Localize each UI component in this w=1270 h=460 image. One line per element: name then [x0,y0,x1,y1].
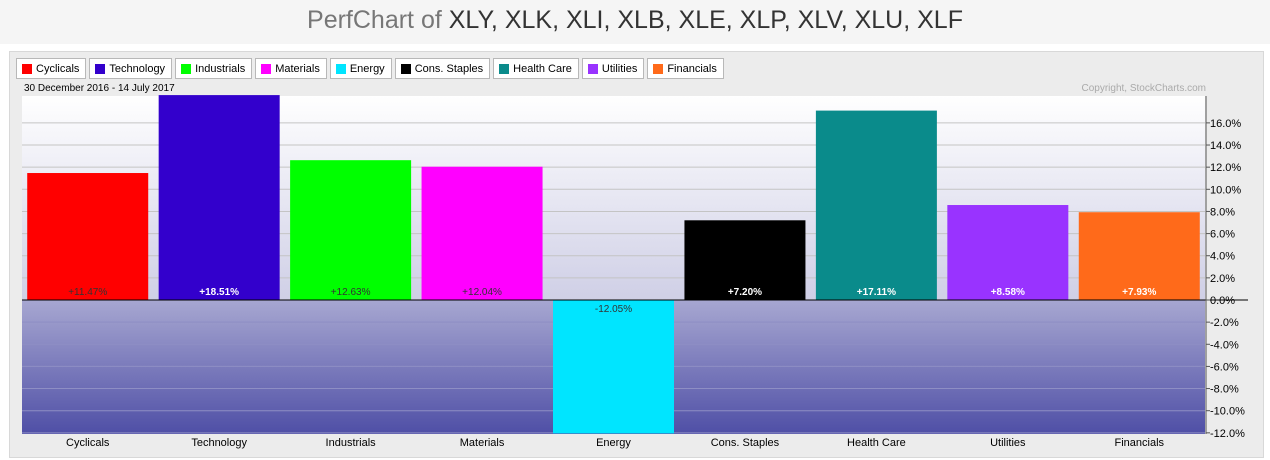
bar-industrials[interactable] [290,160,412,300]
bar-value-label: +7.20% [728,287,762,298]
page-title: PerfChart of XLY, XLK, XLI, XLB, XLE, XL… [307,6,963,35]
bar-value-label: +11.47% [68,287,107,298]
y-tick-label: 10.0% [1210,184,1241,196]
legend-swatch [261,63,272,74]
y-tick-label: 2.0% [1210,273,1235,285]
legend-item-cons-staples[interactable]: Cons. Staples [394,58,491,79]
y-tick-label: 16.0% [1210,118,1241,130]
legend-label: Materials [275,62,320,75]
bar-value-label: +17.11% [857,287,896,298]
bar-cyclicals[interactable] [27,173,149,300]
x-axis-labels: Cyclicals Technology Industrials Materials E… [66,437,1165,449]
x-tick-label: Utilities [990,437,1026,449]
x-tick-label: Energy [596,437,631,449]
bar-value-label: +8.58% [991,287,1025,298]
bar-value-label: +12.04% [462,287,502,298]
legend-swatch [95,63,106,74]
x-tick-label: Cyclicals [66,437,110,449]
legend-item-utilities[interactable]: Utilities [581,58,645,79]
legend-label: Health Care [513,62,572,75]
legend-item-technology[interactable]: Technology [89,58,173,79]
y-tick-label: -6.0% [1210,361,1239,373]
bar-materials[interactable] [421,166,543,300]
bar-value-label: +18.51% [199,287,239,298]
legend-label: Cyclicals [36,62,80,75]
legend-swatch [181,63,192,74]
bar-technology[interactable] [158,95,280,300]
x-tick-label: Health Care [847,437,906,449]
y-tick-label: 12.0% [1210,162,1241,174]
y-tick-label: -2.0% [1210,317,1239,329]
y-tick-label: -10.0% [1210,406,1245,418]
legend-item-materials[interactable]: Materials [255,58,327,79]
legend-swatch [22,63,32,74]
x-tick-label: Financials [1115,437,1165,449]
x-tick-label: Technology [191,437,247,449]
y-tick-label: 8.0% [1210,206,1235,218]
legend-swatch [499,63,510,74]
legend-label: Financials [667,62,717,75]
date-range: 30 December 2016 - 14 July 2017 [24,83,175,94]
bar-financials[interactable] [1078,212,1200,300]
bar-value-label: -12.05% [595,304,632,315]
bar-energy[interactable] [553,300,674,434]
legend-swatch [653,63,664,74]
y-tick-label: -8.0% [1210,384,1239,396]
x-tick-label: Industrials [326,437,377,449]
x-tick-label: Cons. Staples [711,437,780,449]
legend-label: Cons. Staples [414,62,484,75]
y-tick-label: 0.0% [1210,295,1235,307]
bar-value-label: +12.63% [331,287,371,298]
bars: +11.47% +18.51% +12.63% +12.04% -12.05% +7.20… [27,95,1200,434]
bar-utilities[interactable] [947,205,1069,300]
legend-item-cyclicals[interactable]: Cyclicals [16,58,87,79]
legend-label: Energy [349,62,385,75]
bar-health-care[interactable] [815,110,937,300]
legend-label: Utilities [601,62,638,75]
legend-item-energy[interactable]: Energy [329,58,392,79]
bar-value-label: +7.93% [1122,287,1156,298]
y-tick-label: 6.0% [1210,229,1235,241]
page-title-tickers: XLY, XLK, XLI, XLB, XLE, XLP, XLV, XLU, … [448,6,963,34]
x-tick-label: Materials [460,437,505,449]
legend-item-financials[interactable]: Financials [647,58,724,79]
legend-label: Industrials [195,62,246,75]
y-axis-ticks: 16.0% 14.0% 12.0% 10.0% 8.0% 6.0% 4.0% 2.0% 0.0%… [1206,118,1245,440]
legend-label: Technology [109,62,166,75]
y-tick-label: 4.0% [1210,251,1235,263]
copyright: Copyright, StockCharts.com [1082,83,1207,94]
y-tick-label: 14.0% [1210,140,1241,152]
page-title-lead: PerfChart of [307,6,442,34]
chart-legend: Cyclicals Technology Industrials Materials E… [16,58,724,80]
legend-item-health-care[interactable]: Health Care [493,58,579,79]
y-tick-label: -12.0% [1210,428,1245,440]
legend-swatch [587,63,598,74]
y-tick-label: -4.0% [1210,339,1239,351]
legend-item-industrials[interactable]: Industrials [175,58,253,79]
legend-swatch [335,63,346,74]
title-bar: PerfChart of XLY, XLK, XLI, XLB, XLE, XL… [0,0,1270,44]
bar-cons-staples[interactable] [684,220,806,300]
legend-swatch [400,63,411,74]
